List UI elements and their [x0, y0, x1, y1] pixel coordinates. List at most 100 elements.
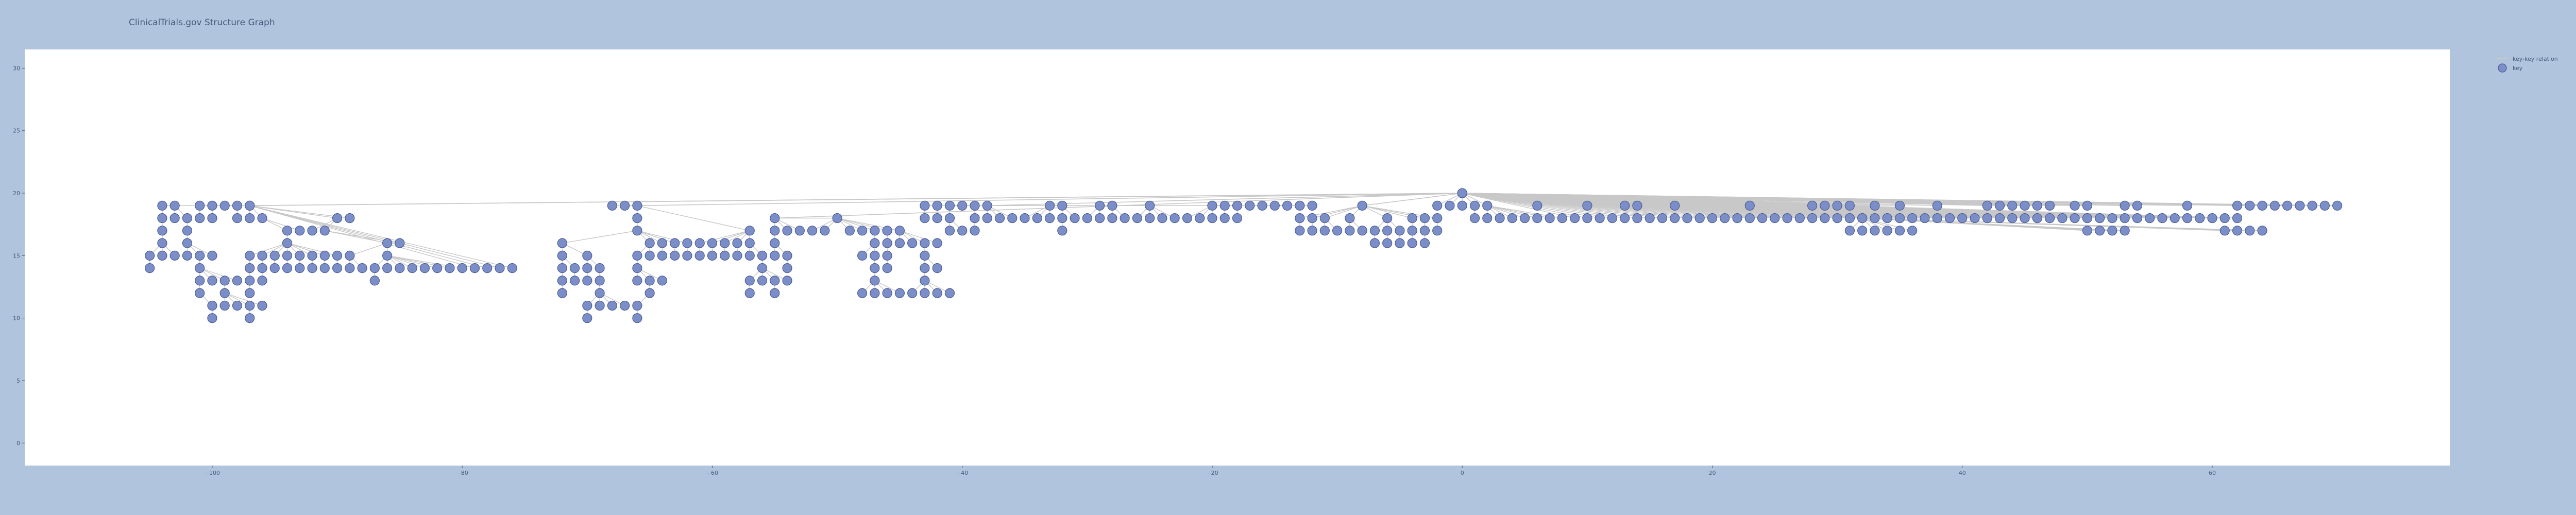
edge — [1462, 193, 1862, 219]
key-node — [1319, 226, 1330, 236]
key-node — [1870, 226, 1880, 236]
key-node — [744, 238, 755, 248]
key-node — [582, 300, 592, 311]
key-node — [307, 226, 317, 236]
key-node — [1882, 213, 1892, 224]
edge — [900, 230, 938, 244]
key-node — [882, 288, 892, 298]
key-node — [245, 313, 255, 323]
key-node — [1620, 200, 1630, 211]
key-node — [219, 300, 230, 311]
edge — [1462, 193, 1537, 206]
key-node — [632, 300, 642, 311]
x-tick-label: 40 — [1959, 470, 1966, 476]
key-node — [395, 238, 405, 248]
key-node — [219, 200, 230, 211]
key-node — [1870, 200, 1880, 211]
key-node — [2107, 213, 2117, 224]
key-node — [1994, 213, 2005, 224]
key-node — [2057, 213, 2067, 224]
y-tick-label: 10 — [13, 315, 20, 322]
key-node — [1894, 226, 1905, 236]
key-node — [345, 263, 355, 273]
key-node — [245, 250, 255, 261]
key-node — [595, 276, 605, 286]
key-node — [982, 200, 992, 211]
edge — [249, 205, 513, 269]
key-node — [182, 250, 193, 261]
key-node — [557, 276, 567, 286]
key-node — [2082, 213, 2092, 224]
key-node — [1307, 226, 1317, 236]
key-node — [907, 238, 918, 248]
key-node — [1532, 200, 1543, 211]
key-node — [807, 226, 818, 236]
key-node — [732, 250, 742, 261]
key-node — [744, 250, 755, 261]
key-node — [1682, 213, 1692, 224]
edge — [1862, 217, 2125, 231]
key-node — [894, 288, 905, 298]
key-node — [1532, 213, 1543, 224]
key-node — [2207, 213, 2217, 224]
key-node — [1844, 200, 1855, 211]
key-node — [395, 263, 405, 273]
key-node — [219, 288, 230, 298]
key-node — [182, 213, 193, 224]
key-node — [569, 276, 580, 286]
key-node — [620, 300, 630, 311]
x-tick-label: −40 — [956, 470, 968, 476]
key-node — [882, 238, 892, 248]
key-node — [820, 226, 830, 236]
key-node — [319, 250, 330, 261]
key-node — [1319, 213, 1330, 224]
key-node — [1557, 213, 1567, 224]
key-node — [245, 200, 255, 211]
key-node — [569, 263, 580, 273]
key-node — [157, 238, 167, 248]
key-node — [157, 226, 167, 236]
key-node — [632, 263, 642, 273]
key-node — [657, 250, 668, 261]
key-node — [632, 200, 642, 211]
key-node — [1457, 200, 1467, 211]
key-node — [1307, 213, 1317, 224]
key-node — [1369, 226, 1380, 236]
key-node — [595, 288, 605, 298]
key-node — [2219, 213, 2230, 224]
key-node — [307, 263, 317, 273]
key-node — [1395, 226, 1405, 236]
key-node — [1607, 213, 1617, 224]
key-node — [1257, 200, 1267, 211]
key-node — [2232, 226, 2243, 236]
key-node — [1445, 200, 1455, 211]
edge — [249, 205, 500, 269]
legend-label: key-key relation — [2513, 56, 2558, 62]
key-node — [482, 263, 493, 273]
edge — [387, 255, 425, 269]
key-node — [245, 276, 255, 286]
key-node — [2219, 226, 2230, 236]
key-node — [2245, 200, 2255, 211]
x-tick-label: −100 — [205, 470, 220, 476]
key-node — [1944, 213, 1955, 224]
key-node — [319, 226, 330, 236]
key-node — [1345, 213, 1355, 224]
key-node — [195, 250, 205, 261]
key-node — [269, 250, 280, 261]
key-node — [794, 226, 805, 236]
key-node — [582, 250, 592, 261]
key-node — [1145, 200, 1155, 211]
key-node — [2120, 226, 2130, 236]
key-node — [1207, 200, 1217, 211]
key-node — [1432, 200, 1443, 211]
key-node — [1907, 226, 1918, 236]
key-node — [2232, 200, 2243, 211]
key-node — [1844, 226, 1855, 236]
key-node — [870, 276, 880, 286]
key-node — [282, 238, 293, 248]
key-node — [857, 250, 868, 261]
key-node — [1107, 200, 1117, 211]
edge — [224, 293, 263, 306]
key-node — [1219, 213, 1230, 224]
